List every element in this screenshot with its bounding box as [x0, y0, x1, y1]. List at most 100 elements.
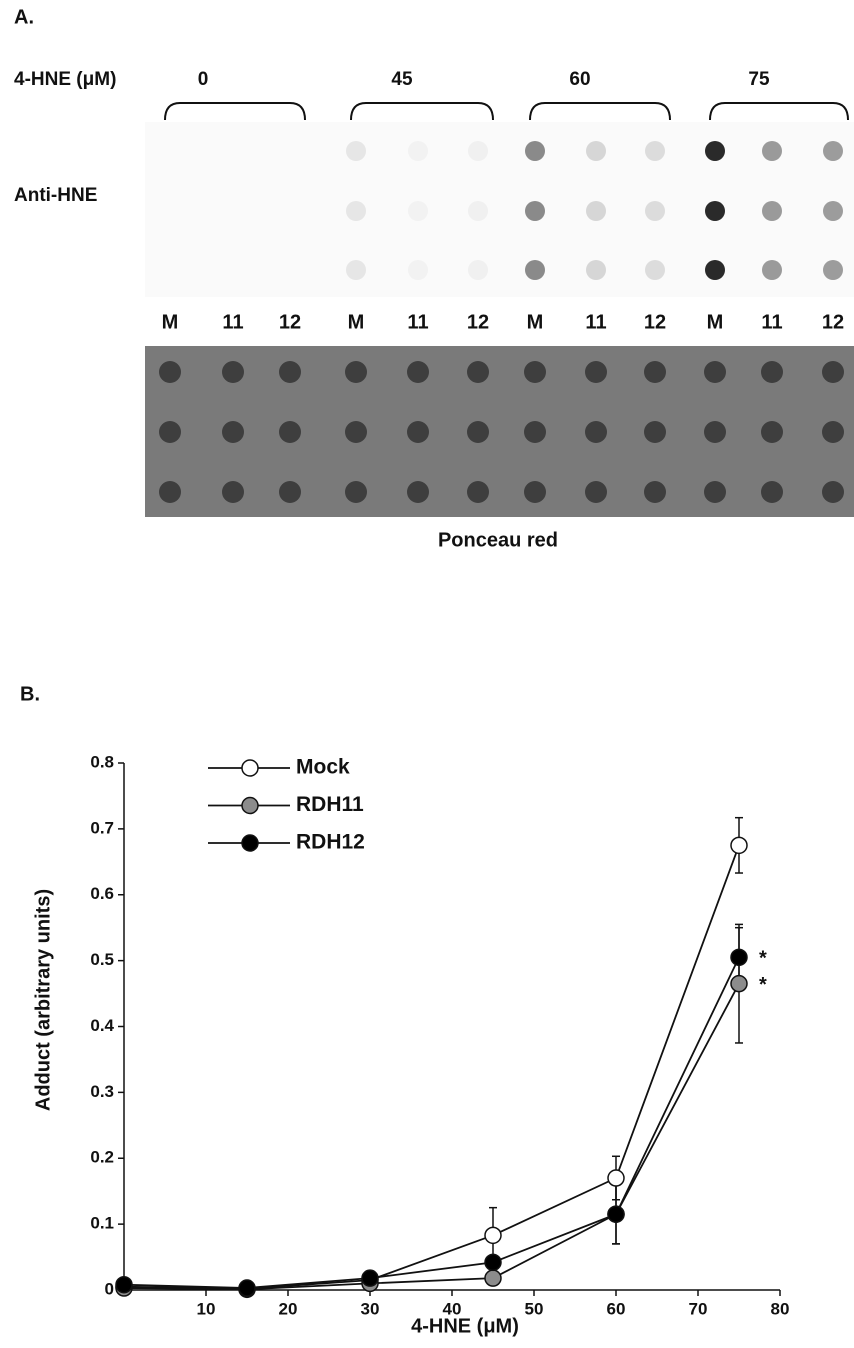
data-point — [485, 1270, 501, 1286]
blot-dot — [346, 141, 366, 161]
blot-dot — [346, 201, 366, 221]
series-line — [124, 957, 739, 1288]
lane-label: 12 — [822, 311, 844, 333]
ponceau-dot — [644, 421, 666, 443]
annotation: * — [759, 948, 767, 970]
ponceau-dot — [407, 361, 429, 383]
ponceau-dot — [279, 361, 301, 383]
ponceau-dot — [524, 361, 546, 383]
ponceau-dot — [704, 481, 726, 503]
ponceau-dot — [585, 361, 607, 383]
ponceau-dot — [407, 421, 429, 443]
ponceau-dot — [345, 481, 367, 503]
ponceau-dot — [159, 421, 181, 443]
ponceau-dot — [467, 361, 489, 383]
series-line — [124, 984, 739, 1290]
ponceau-dot — [761, 481, 783, 503]
data-point — [362, 1270, 378, 1286]
ponceau-dot — [822, 421, 844, 443]
blot-dot — [346, 260, 366, 280]
ponceau-dot — [644, 481, 666, 503]
blot-dot — [468, 201, 488, 221]
ponceau-dot — [222, 481, 244, 503]
x-tick-label: 70 — [689, 1299, 708, 1318]
blot-dot — [705, 201, 725, 221]
blot-dot — [823, 260, 843, 280]
y-tick-label: 0.4 — [90, 1016, 114, 1035]
lane-label: M — [527, 311, 544, 333]
ponceau-dot — [704, 361, 726, 383]
blot-anti-hne — [145, 122, 854, 297]
y-tick-label: 0.1 — [90, 1214, 114, 1233]
ponceau-dot — [222, 421, 244, 443]
ponceau-dot — [761, 361, 783, 383]
y-tick-label: 0.6 — [90, 884, 114, 903]
panel-label: A. — [14, 6, 34, 28]
y-axis-label: Adduct (arbitrary units) — [32, 889, 54, 1111]
ponceau-dot — [279, 481, 301, 503]
legend-marker — [242, 835, 258, 851]
lane-label: M — [707, 311, 724, 333]
data-point — [485, 1254, 501, 1270]
series-line — [124, 845, 739, 1288]
bracket — [530, 103, 670, 120]
blot-dot — [762, 260, 782, 280]
ponceau-dot — [467, 421, 489, 443]
data-point — [731, 837, 747, 853]
page: A. 4-HNE (μM) Anti-HNE Ponceau red B. 4-… — [0, 0, 854, 1348]
panel-label: B. — [20, 683, 40, 705]
legend-label: RDH11 — [296, 793, 364, 816]
data-point — [731, 949, 747, 965]
blot-dot — [586, 260, 606, 280]
blot-dot — [525, 141, 545, 161]
ponceau-dot — [704, 421, 726, 443]
ponceau-dot — [222, 361, 244, 383]
x-tick-label: 30 — [361, 1299, 380, 1318]
lane-label: 12 — [279, 311, 301, 333]
blot-dot — [468, 141, 488, 161]
lane-label: 11 — [761, 311, 782, 333]
x-axis-label: 4-HNE (μM) — [411, 1315, 519, 1337]
lane-label: M — [348, 311, 365, 333]
y-tick-label: 0.3 — [90, 1082, 114, 1101]
ponceau-dot — [467, 481, 489, 503]
data-point — [731, 976, 747, 992]
lane-label: 11 — [585, 311, 606, 333]
x-tick-label: 20 — [279, 1299, 298, 1318]
x-tick-label: 40 — [443, 1299, 462, 1318]
y-tick-label: 0.7 — [90, 818, 114, 837]
legend-label: RDH12 — [296, 831, 365, 854]
blot-dot — [408, 260, 428, 280]
lane-label: M — [162, 311, 179, 333]
blot-dot — [586, 141, 606, 161]
legend-marker — [242, 760, 258, 776]
data-point — [608, 1170, 624, 1186]
bracket — [165, 103, 305, 120]
lane-label: 11 — [407, 311, 428, 333]
blot-dot — [645, 201, 665, 221]
bracket — [710, 103, 848, 120]
lane-label: 12 — [644, 311, 666, 333]
y-tick-label: 0 — [105, 1279, 114, 1298]
blot-dot — [586, 201, 606, 221]
ponceau-dot — [524, 481, 546, 503]
ponceau-dot — [345, 421, 367, 443]
stain-label: Ponceau red — [438, 529, 558, 551]
lane-label: 11 — [222, 311, 243, 333]
data-point — [239, 1280, 255, 1296]
blot-dot — [468, 260, 488, 280]
dose-label: 60 — [569, 69, 590, 90]
blot-dot — [823, 201, 843, 221]
x-tick-label: 80 — [771, 1299, 790, 1318]
blot-dot — [408, 201, 428, 221]
blot-dot — [525, 201, 545, 221]
ponceau-dot — [279, 421, 301, 443]
ponceau-dot — [585, 481, 607, 503]
ponceau-dot — [644, 361, 666, 383]
lane-label: 12 — [467, 311, 489, 333]
data-point — [608, 1206, 624, 1222]
dose-label: 0 — [198, 69, 209, 90]
ponceau-dot — [524, 421, 546, 443]
blot-ponceau — [145, 346, 854, 517]
blot-dot — [762, 141, 782, 161]
